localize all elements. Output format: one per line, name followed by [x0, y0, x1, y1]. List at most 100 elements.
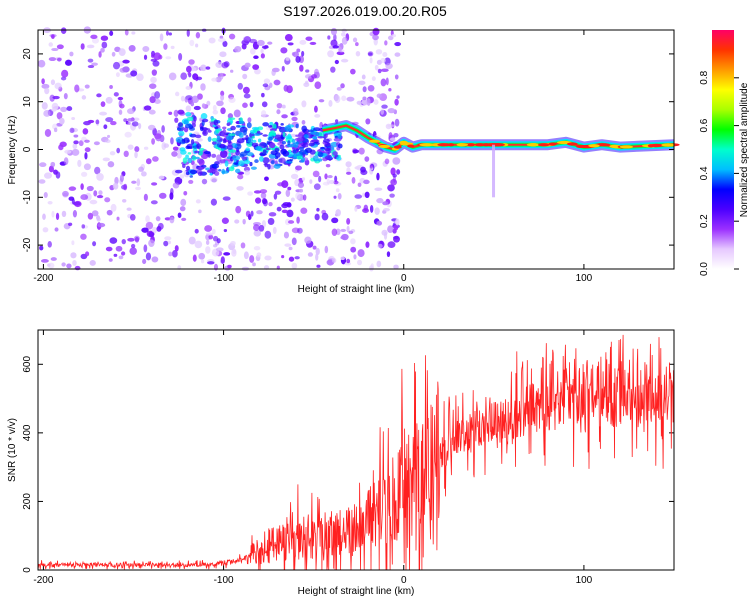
spectrogram-blob	[250, 166, 257, 170]
spectrogram-blob	[313, 136, 318, 140]
spectrogram-blob	[143, 244, 148, 253]
spectrogram-blob	[281, 180, 289, 189]
spectrogram-blob	[384, 158, 390, 165]
spectrogram-blob	[192, 163, 199, 171]
spectrogram-blob	[325, 155, 331, 161]
spectrogram-blob	[178, 130, 185, 137]
spectrogram-blob	[341, 233, 349, 241]
spectrogram-blob	[51, 102, 59, 111]
spectrogram-blob	[262, 134, 268, 137]
spectrogram-blob	[96, 93, 102, 98]
spectrogram-blob	[124, 29, 129, 36]
spectrogram-blob	[147, 124, 156, 131]
spectrogram-blob	[202, 130, 208, 136]
spectrogram-blob	[86, 185, 94, 192]
spectrogram-blob	[364, 191, 370, 199]
spectrogram-blob	[47, 262, 55, 269]
spectrogram-blob	[272, 226, 277, 234]
spectrogram-blob	[61, 69, 69, 78]
spectrogram-blob	[216, 135, 221, 141]
spectrogram-blob	[145, 158, 152, 165]
spectrogram-blob	[332, 151, 338, 156]
spectrogram-blob	[208, 37, 216, 44]
spectrogram-blob	[127, 121, 131, 126]
spectrogram-blob	[39, 245, 44, 251]
spectrogram-blob	[71, 240, 75, 246]
spectrogram-blob	[362, 208, 369, 214]
spectrogram-blob	[82, 128, 89, 135]
spectrogram-blob	[260, 53, 265, 59]
spectrogram-blob	[86, 44, 95, 49]
spectrogram-blob	[195, 134, 202, 139]
spectrogram-blob	[161, 125, 165, 133]
spectrogram-blob	[141, 227, 149, 233]
spectrogram-blob	[243, 129, 247, 136]
spectrogram-blob	[44, 128, 52, 137]
spectrogram-blob	[261, 92, 265, 98]
spectrogram-blob	[259, 156, 264, 162]
spectrogram-blob	[281, 203, 289, 209]
spectrogram-blob	[290, 197, 295, 202]
spectrogram-blob	[151, 256, 159, 263]
spectrogram-blob	[264, 255, 272, 261]
spectrogram-blob	[48, 57, 57, 62]
spectrogram-blob	[178, 53, 183, 61]
spectrogram-blob	[389, 137, 396, 142]
spectrogram-blob	[345, 161, 352, 168]
spectrogram-blob	[328, 179, 335, 185]
spectrogram-blob	[316, 207, 320, 212]
spectrogram-blob	[372, 27, 380, 36]
spectrogram-blob	[249, 129, 256, 134]
ridge-spot	[538, 143, 550, 147]
spectrogram-blob	[317, 135, 324, 139]
colorbar-tick-label: 0.0	[699, 262, 710, 276]
spectrogram-blob	[112, 61, 121, 70]
spectrogram-blob	[263, 78, 271, 84]
spectrogram-blob	[119, 67, 127, 73]
ridge-spot	[437, 143, 451, 147]
spectrogram-blob	[394, 52, 401, 57]
spectrogram-blob	[186, 116, 195, 122]
spectrogram-blob	[205, 232, 214, 236]
spectrogram-blob	[261, 45, 269, 49]
spectrogram-blob	[284, 243, 292, 247]
spectrogram-blob	[252, 139, 257, 143]
spectrogram-blob	[249, 38, 258, 44]
spectrogram-blob	[248, 213, 252, 221]
spectrogram-blob	[376, 59, 382, 65]
spectrogram-blob	[194, 240, 203, 249]
spectrogram-blob	[280, 148, 287, 155]
spectrogram-blob	[145, 221, 154, 230]
spectrogram-blob	[362, 96, 367, 101]
spectrogram-blob	[187, 72, 191, 76]
spectrogram-blob	[169, 216, 175, 224]
spectrogram-blob	[89, 199, 98, 205]
spectrogram-blob	[154, 98, 161, 104]
spectrogram-blob	[184, 97, 189, 103]
spectrogram-blob	[236, 124, 241, 128]
spectrogram-blob	[381, 104, 388, 109]
spectrogram-blob	[371, 76, 376, 81]
spectrogram-blob	[213, 119, 219, 126]
spectrogram-blob	[327, 175, 333, 179]
spectrogram-blob	[123, 183, 128, 191]
spectrogram-blob	[163, 240, 169, 247]
spectrogram-blob	[198, 147, 205, 151]
spectrogram-blob	[163, 43, 168, 50]
spectrogram-blob	[246, 152, 254, 157]
spectrogram-blob	[279, 157, 286, 164]
spectrogram-blob	[185, 165, 191, 171]
spectrogram-blob	[60, 27, 67, 34]
spectrogram-blob	[252, 64, 260, 70]
spectrogram-blob	[196, 143, 202, 150]
spectrogram-blob	[321, 212, 329, 221]
spectrogram-blob	[131, 121, 139, 127]
spectrogram-blob	[185, 86, 192, 90]
spectrogram-blob	[97, 222, 106, 228]
spectrogram-blob	[142, 45, 150, 53]
spectrogram-blob	[226, 135, 233, 141]
spectrogram-blob	[108, 258, 113, 262]
spectrogram-blob	[190, 101, 195, 107]
spectrogram-blob	[205, 239, 210, 245]
spectrogram-blob	[156, 226, 162, 232]
